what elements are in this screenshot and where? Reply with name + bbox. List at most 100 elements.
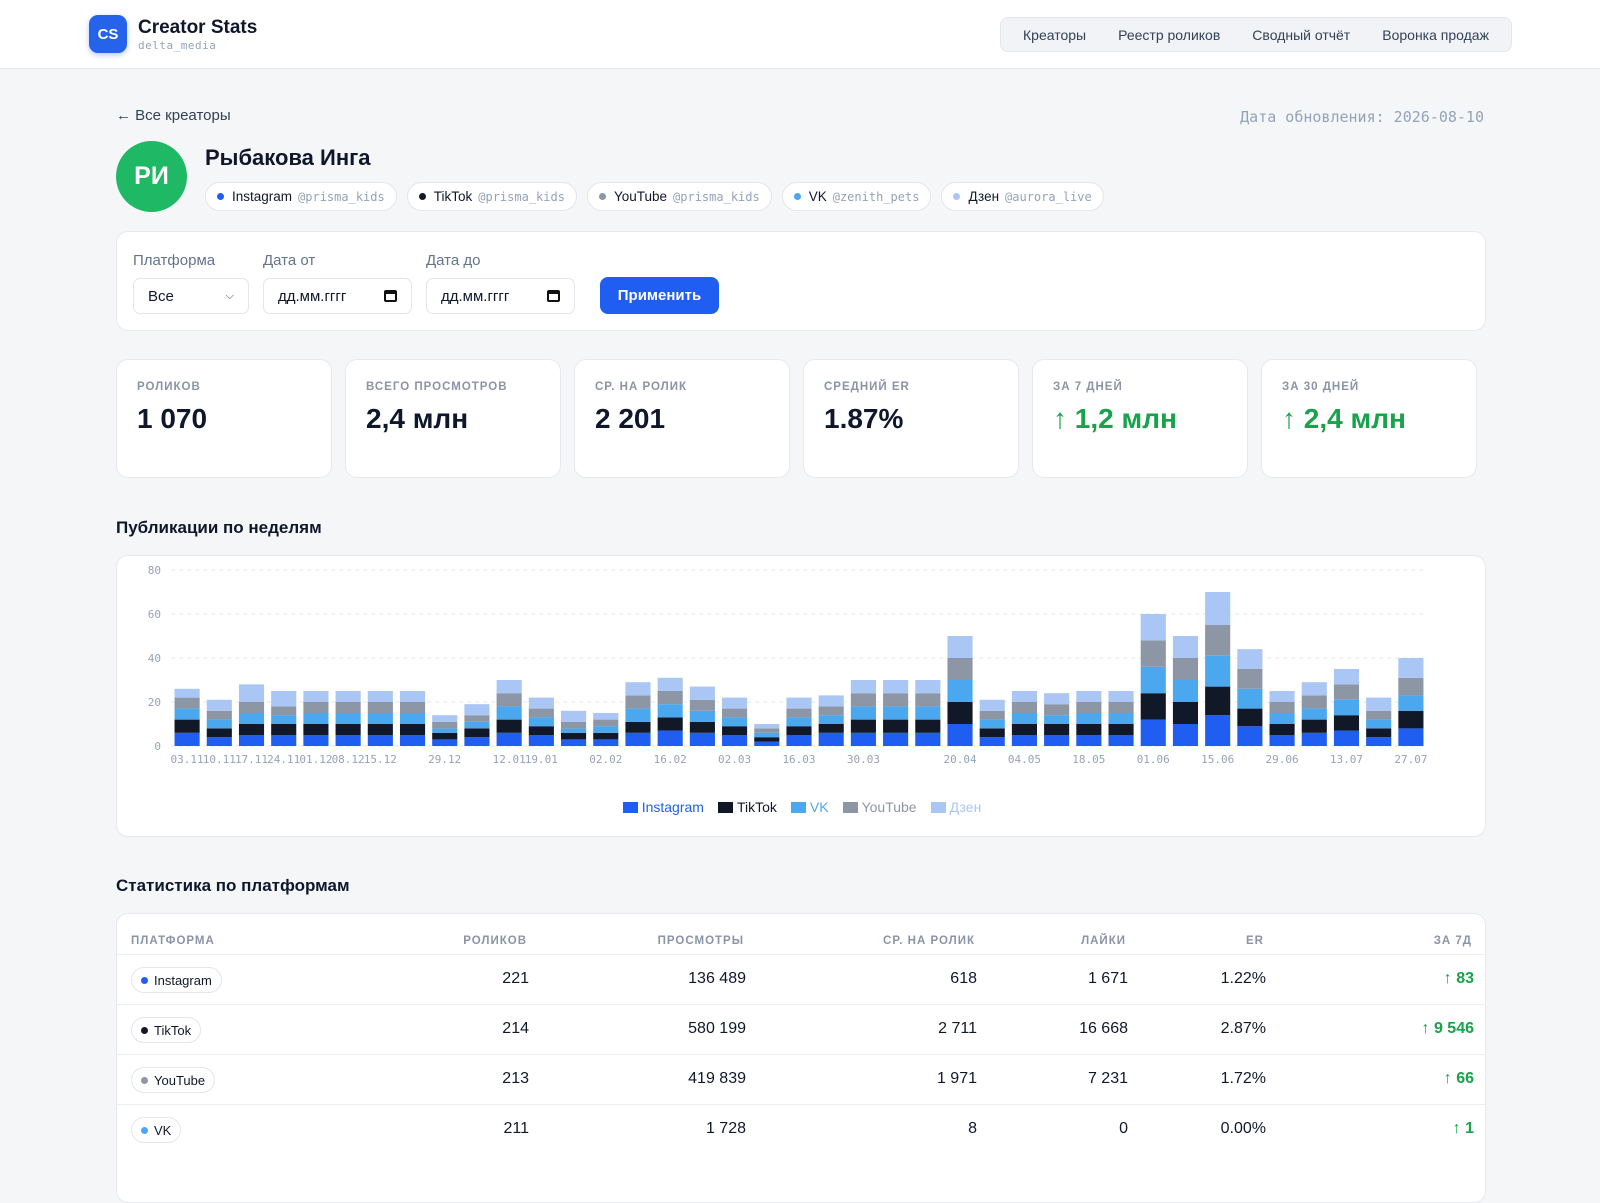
bar-segment[interactable] — [979, 737, 1005, 746]
bar-segment[interactable] — [1108, 724, 1134, 735]
bar-segment[interactable] — [561, 710, 587, 722]
bar-segment[interactable] — [496, 719, 522, 733]
bar-segment[interactable] — [818, 706, 844, 716]
bar-segment[interactable] — [206, 728, 232, 738]
date-to-input[interactable]: дд.мм.гггг — [426, 278, 575, 314]
legend-item[interactable]: YouTube — [842, 799, 917, 815]
bar-segment[interactable] — [528, 708, 554, 718]
apply-button[interactable]: Применить — [600, 277, 719, 314]
bar-segment[interactable] — [979, 719, 1005, 729]
bar-segment[interactable] — [1205, 592, 1231, 625]
bar-segment[interactable] — [883, 719, 909, 733]
bar-segment[interactable] — [722, 717, 748, 727]
bar-segment[interactable] — [1269, 713, 1295, 724]
bar-segment[interactable] — [1237, 708, 1263, 727]
bar-segment[interactable] — [1011, 724, 1037, 735]
bar-segment[interactable] — [689, 732, 715, 746]
bar-segment[interactable] — [496, 680, 522, 694]
bar-segment[interactable] — [1172, 702, 1199, 724]
bar-segment[interactable] — [1237, 649, 1263, 669]
bar-segment[interactable] — [1140, 640, 1166, 667]
bar-segment[interactable] — [464, 721, 490, 729]
bar-segment[interactable] — [1333, 730, 1360, 746]
bar-segment[interactable] — [722, 708, 748, 718]
bar-segment[interactable] — [1205, 686, 1231, 716]
bar-segment[interactable] — [1398, 695, 1424, 711]
platform-handle-chip[interactable]: Дзен @aurora_live — [941, 182, 1104, 211]
bar-segment[interactable] — [399, 691, 426, 702]
bar-segment[interactable] — [1076, 702, 1102, 713]
platform-handle-chip[interactable]: VK @zenith_pets — [781, 182, 932, 211]
bar-segment[interactable] — [1269, 702, 1295, 713]
bar-segment[interactable] — [464, 704, 490, 716]
bar-segment[interactable] — [432, 739, 458, 746]
bar-segment[interactable] — [432, 732, 458, 740]
nav-sales-funnel[interactable]: Воронка продаж — [1382, 26, 1489, 43]
legend-item[interactable]: TikTok — [717, 799, 777, 815]
bar-segment[interactable] — [1301, 708, 1327, 720]
bar-segment[interactable] — [754, 741, 780, 746]
bar-segment[interactable] — [1205, 625, 1231, 656]
bar-segment[interactable] — [1076, 724, 1102, 735]
bar-segment[interactable] — [754, 724, 780, 729]
bar-segment[interactable] — [657, 677, 683, 691]
bar-segment[interactable] — [915, 719, 941, 733]
bar-segment[interactable] — [850, 706, 876, 720]
bar-segment[interactable] — [1108, 735, 1134, 746]
bar-segment[interactable] — [1333, 715, 1360, 731]
bar-segment[interactable] — [335, 691, 361, 702]
bar-segment[interactable] — [1366, 710, 1392, 720]
bar-segment[interactable] — [1011, 713, 1037, 724]
bar-segment[interactable] — [754, 732, 780, 738]
bar-segment[interactable] — [786, 726, 812, 735]
bar-segment[interactable] — [786, 697, 812, 709]
bar-segment[interactable] — [399, 724, 426, 735]
bar-segment[interactable] — [1140, 666, 1166, 694]
bar-segment[interactable] — [1044, 704, 1070, 716]
bar-segment[interactable] — [528, 717, 554, 727]
bar-segment[interactable] — [335, 713, 361, 724]
bar-segment[interactable] — [850, 719, 876, 733]
bar-segment[interactable] — [1398, 710, 1424, 729]
bar-segment[interactable] — [464, 728, 490, 738]
bar-segment[interactable] — [1011, 702, 1037, 713]
bar-segment[interactable] — [722, 735, 748, 746]
bar-segment[interactable] — [174, 719, 200, 733]
bar-segment[interactable] — [1172, 680, 1199, 702]
bar-segment[interactable] — [174, 697, 200, 709]
bar-segment[interactable] — [1366, 737, 1392, 746]
bar-segment[interactable] — [206, 737, 232, 746]
bar-segment[interactable] — [1301, 732, 1327, 746]
bar-segment[interactable] — [1269, 724, 1295, 735]
bar-segment[interactable] — [979, 699, 1005, 711]
bar-segment[interactable] — [1172, 724, 1199, 746]
bar-segment[interactable] — [335, 702, 361, 713]
bar-segment[interactable] — [1301, 719, 1327, 733]
bar-segment[interactable] — [625, 708, 651, 722]
bar-segment[interactable] — [1269, 735, 1295, 746]
bar-segment[interactable] — [947, 680, 973, 702]
bar-segment[interactable] — [883, 732, 909, 746]
legend-item[interactable]: Дзен — [930, 799, 981, 815]
brand-logo[interactable]: CS — [89, 15, 127, 53]
bar-segment[interactable] — [689, 686, 715, 700]
bar-segment[interactable] — [625, 682, 651, 696]
bar-segment[interactable] — [496, 706, 522, 720]
bar-segment[interactable] — [561, 728, 587, 733]
calendar-icon[interactable] — [384, 290, 397, 302]
bar-segment[interactable] — [1011, 691, 1037, 702]
bar-segment[interactable] — [432, 715, 458, 722]
bar-segment[interactable] — [271, 735, 297, 746]
bar-segment[interactable] — [883, 693, 909, 707]
bar-segment[interactable] — [689, 721, 715, 733]
bar-segment[interactable] — [1398, 728, 1424, 746]
bar-segment[interactable] — [1076, 735, 1102, 746]
legend-item[interactable]: Instagram — [622, 799, 704, 815]
bar-segment[interactable] — [1140, 693, 1166, 720]
bar-segment[interactable] — [1044, 715, 1070, 724]
bar-segment[interactable] — [1333, 669, 1360, 685]
bar-segment[interactable] — [432, 721, 458, 729]
bar-segment[interactable] — [367, 691, 393, 702]
bar-segment[interactable] — [206, 710, 232, 720]
nav-creators[interactable]: Креаторы — [1023, 26, 1087, 43]
